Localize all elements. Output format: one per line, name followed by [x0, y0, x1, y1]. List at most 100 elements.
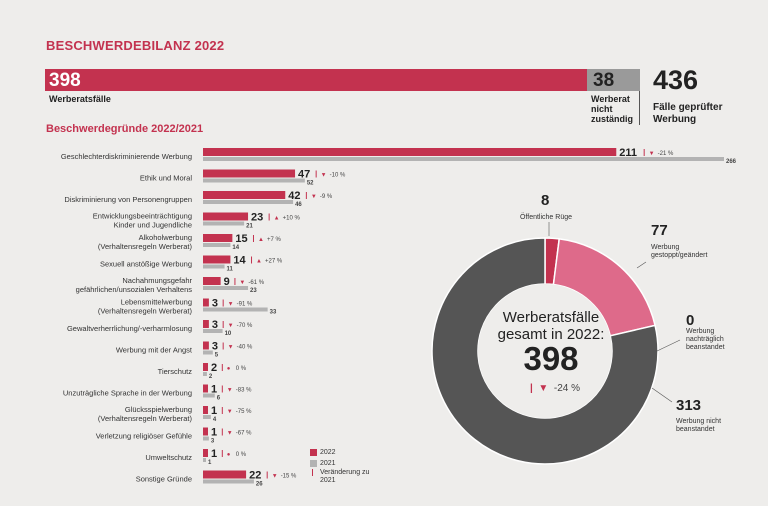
category-label: Glücksspielwerbung	[125, 405, 192, 414]
change-arrow-icon: ▲	[256, 259, 262, 265]
change-value: 0 %	[236, 366, 247, 372]
bar-2022	[203, 191, 286, 199]
slice-ruege-value: 8	[541, 192, 550, 209]
value-2022: 1	[211, 384, 217, 396]
change-arrow-icon: ▼	[311, 194, 317, 200]
change-value: 0 %	[236, 452, 247, 458]
bar-2022	[203, 148, 617, 156]
change-arrow-icon: ▼	[228, 302, 234, 308]
category-label: Umweltschutz	[145, 453, 192, 462]
value-2021: 10	[225, 331, 232, 337]
bar-2021	[203, 221, 245, 226]
bar-2021	[203, 415, 211, 419]
change-value: -21 %	[658, 151, 674, 157]
value-2022: 47	[298, 169, 310, 181]
bar-2022	[203, 255, 231, 264]
bar-2022	[203, 212, 249, 221]
change-tick	[251, 256, 253, 264]
change-arrow-icon: ▼	[227, 409, 233, 415]
change-tick	[221, 450, 223, 457]
bar-2021	[203, 286, 249, 290]
value-2021: 266	[726, 159, 737, 165]
bar-2022	[203, 406, 208, 414]
bar-2022	[203, 363, 208, 371]
change-arrow-icon: ▲	[258, 237, 264, 243]
change-value: -9 %	[320, 194, 333, 200]
change-tick	[315, 170, 317, 178]
value-2022: 2	[211, 362, 217, 374]
bar-2022	[203, 320, 209, 328]
value-2021: 33	[270, 310, 277, 316]
change-tick	[222, 321, 224, 328]
legend-2021-label: 2021	[320, 460, 336, 467]
change-arrow-icon: ▲	[274, 216, 280, 222]
change-tick	[266, 471, 268, 479]
value-2022: 9	[224, 276, 230, 288]
change-arrow-icon: ▼	[228, 323, 234, 329]
category-label: Sexuell anstößige Werbung	[100, 260, 192, 269]
bar-2022	[203, 470, 247, 479]
bar-2021	[203, 178, 305, 183]
category-label: Tierschutz	[158, 367, 193, 376]
werberat-label: Werberatsfälle	[49, 94, 111, 104]
change-arrow-icon: ▼	[227, 431, 233, 437]
value-2022: 15	[235, 233, 247, 245]
not-responsible-bar	[587, 69, 640, 91]
leader-line	[651, 387, 673, 403]
change-value: +10 %	[283, 216, 301, 222]
change-tick	[252, 235, 254, 242]
down-arrow-icon: ▼	[538, 383, 549, 394]
category-label: Verletzung religiöser Gefühle	[96, 432, 192, 441]
value-2022: 211	[619, 147, 637, 159]
leader-line	[654, 339, 681, 353]
change-value: -10 %	[330, 173, 346, 179]
change-tick	[643, 149, 645, 156]
change-tick-icon: |	[530, 383, 533, 394]
not-responsible-value: 38	[593, 70, 615, 91]
change-arrow-icon: ▼	[649, 151, 655, 157]
donut-center-value: 398	[523, 340, 579, 377]
page-title: BESCHWERDEBILANZ 2022	[46, 38, 225, 53]
slice-gestoppt-label: Werbung gestoppt/geändert	[651, 244, 708, 259]
category-label: Unzuträgliche Sprache in der Werbung	[63, 389, 192, 398]
legend-2021-swatch	[310, 460, 317, 467]
value-2021: 3	[211, 439, 215, 445]
category-label: Ethik und Moral	[140, 174, 192, 183]
category-label: Diskriminierung von Personengruppen	[64, 195, 192, 204]
bar-2022	[203, 169, 296, 178]
bar-2022	[203, 234, 233, 242]
bar-2021	[203, 200, 294, 204]
summary-divider	[639, 91, 640, 125]
bar-2022	[203, 449, 208, 457]
category-label: Sonstige Gründe	[136, 475, 192, 484]
legend-2022-label: 2022	[320, 449, 336, 456]
change-arrow-icon: ●	[227, 452, 231, 458]
bar-2021	[203, 264, 225, 269]
value-2021: 23	[250, 288, 257, 294]
change-tick	[221, 428, 223, 436]
value-2021: 52	[307, 181, 314, 187]
value-2021: 2	[209, 374, 213, 380]
category-label: Geschlechterdiskriminierende Werbung	[61, 152, 192, 161]
change-tick	[222, 299, 224, 307]
bar-2021	[203, 307, 268, 312]
value-2022: 42	[288, 190, 300, 202]
change-tick	[221, 385, 223, 393]
category-label: Nachahmungsgefahr	[122, 276, 192, 285]
category-label: Werbung mit der Angst	[116, 346, 193, 355]
change-arrow-icon: ▼	[227, 388, 233, 394]
category-label: (Verhaltensregeln Werberat)	[98, 242, 193, 251]
change-value: +27 %	[265, 259, 283, 265]
bar-2022	[203, 341, 209, 350]
value-2021: 11	[227, 267, 234, 273]
change-value: -67 %	[236, 431, 252, 437]
legend-2022-swatch	[310, 449, 317, 456]
change-value: -70 %	[237, 323, 253, 329]
category-label: (Verhaltensregeln Werberat)	[98, 414, 193, 423]
value-2022: 22	[249, 470, 261, 482]
change-value: -91 %	[237, 302, 253, 308]
change-arrow-icon: ▼	[272, 474, 278, 480]
value-2021: 4	[213, 417, 217, 423]
category-label: (Verhaltensregeln Werberat)	[98, 307, 193, 316]
